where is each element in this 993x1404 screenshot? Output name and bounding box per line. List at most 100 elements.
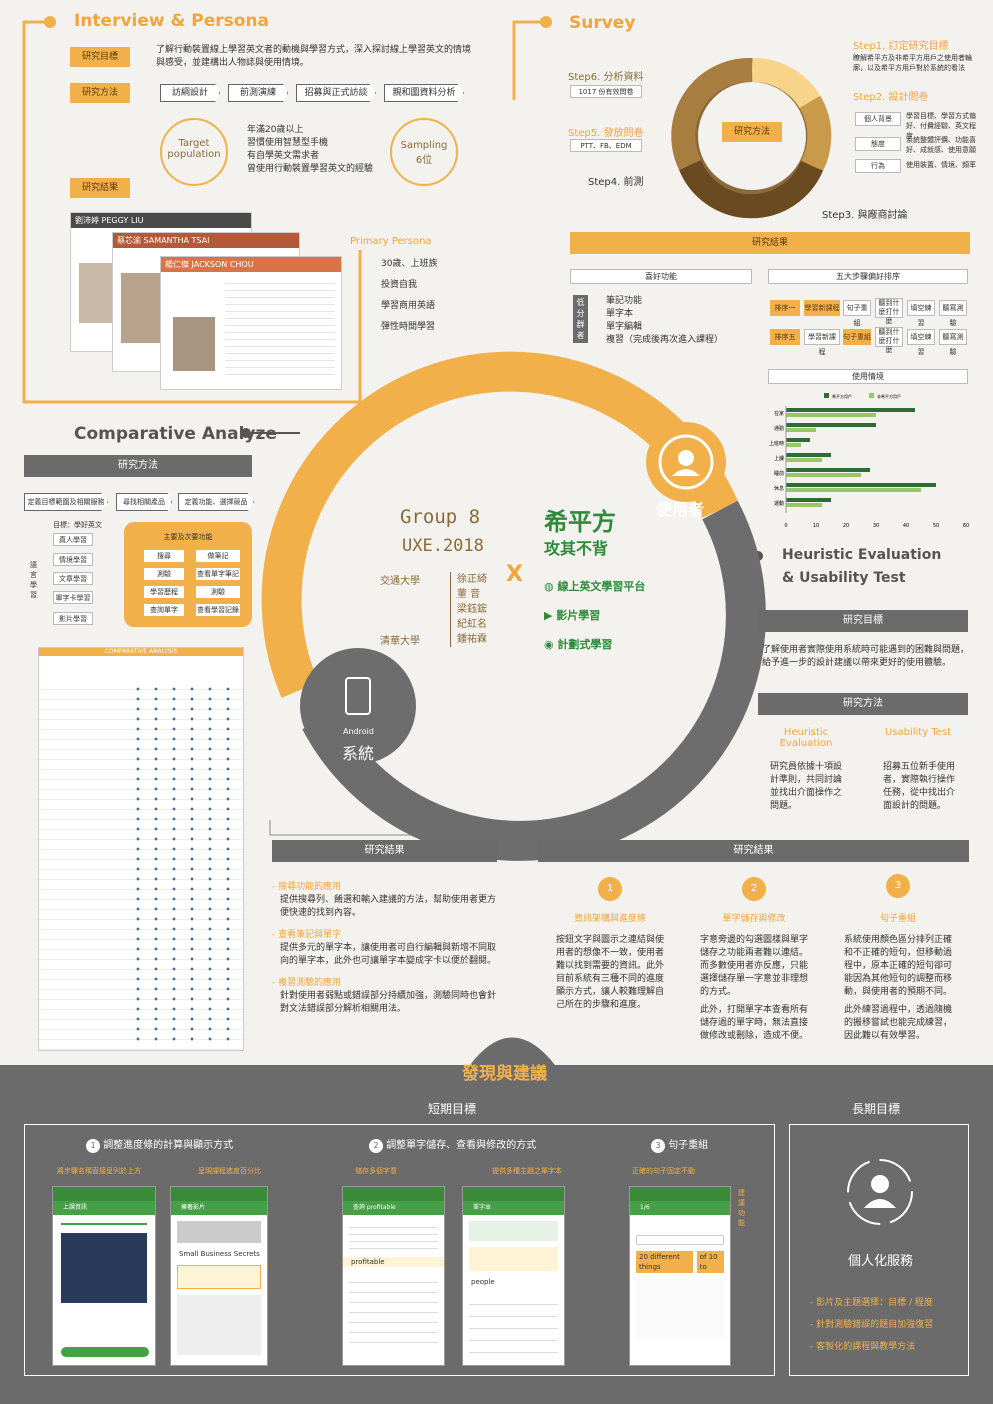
long-title: 個人化服務 (848, 1254, 914, 1269)
bar-1-5 (786, 488, 921, 492)
heuristic-method: 研究方法 (758, 693, 968, 715)
legend-swatch-1 (869, 393, 874, 398)
group-year: UXE.2018 (402, 536, 484, 556)
heuristic-title-1: Heuristic Evaluation (782, 547, 942, 563)
comp-step-1: 定義目標範圍及相關服務 (24, 493, 108, 511)
rank1-item-1: 學習新課程 (804, 300, 840, 316)
interview-method-label: 研究方法 (70, 83, 130, 103)
result-t-3: 系統使用顏色區分排列正確和不正確的短句，但移動過程中，原本正確的短句卻可能因為其… (844, 935, 953, 997)
rank1-item-5: 聽寫測驗 (939, 300, 967, 327)
comp-side: 語言學習 (30, 561, 37, 599)
survey-step4: Step4. 前測 (588, 177, 644, 188)
sampling-circle: Sampling 6位 (390, 118, 458, 186)
bar-0-3 (786, 453, 831, 457)
result-h-1: 資訊架構與進度條 (573, 914, 646, 924)
result-num-3: 3 (886, 874, 910, 898)
note-5: 正確的句子固定不動 (632, 1167, 695, 1175)
heuristic-title-2: & Usability Test (782, 570, 906, 586)
bar-1-0 (786, 413, 876, 417)
result-t-1: 按鈕文字與圖示之連結與使用者的想像不一致，使用者難以找到需要的資訊。此外目前系統… (556, 935, 665, 1010)
interview-result-label: 研究結果 (70, 178, 130, 198)
interview-title: Interview & Persona (74, 11, 270, 31)
comparative-title: Comparative Analyze (74, 424, 277, 444)
bar-0-4 (786, 468, 870, 472)
rank5-item-3: 聽到什麼打什麼 (875, 327, 903, 354)
category-label: 通勤 (774, 425, 784, 432)
interview-step-1: 訪綱設計 (160, 84, 220, 102)
q-item-3-desc: 使用裝置、情境、頻率 (906, 161, 976, 169)
bar-1-4 (786, 473, 861, 477)
comp-step-3: 定義功能、選擇競品 (178, 493, 254, 511)
comp-left-1: 真人學習 (53, 533, 93, 546)
legend-swatch-0 (824, 393, 829, 398)
category-label: 在家 (774, 410, 784, 417)
survey-step3: Step3. 與廠商討論 (822, 210, 908, 221)
system-label: 系統 (342, 744, 375, 763)
results-right-title: 研究結果 (538, 840, 969, 862)
bar-1-2 (786, 443, 801, 447)
note-3: 儲存多個字意 (355, 1167, 397, 1175)
survey-center: 研究方法 (722, 122, 782, 142)
x-tick: 0 (784, 523, 787, 529)
note-4: 提供多種主題之單字本 (492, 1167, 562, 1175)
bar-1-6 (786, 503, 822, 507)
comp-left-2: 情境學習 (53, 553, 93, 566)
rank1-tag: 排序一 (770, 300, 800, 316)
result-num-1: 1 (598, 877, 622, 901)
plan-icon: ◉ (544, 638, 558, 651)
survey-step5: Step5. 發放問卷 (568, 128, 644, 139)
primary-persona-title: Primary Persona (350, 236, 432, 247)
rank1-item-2: 句子重組 (843, 300, 871, 327)
q-item-2-desc: 系統整體評價、功能喜好、成就感、使用意願 (906, 136, 976, 154)
collab-x: X (506, 562, 523, 587)
note-1: 將步驟名稱直接呈列於上方 (57, 1167, 141, 1175)
short-item-1: 1 調整進度條的計算與顯示方式 (86, 1136, 233, 1153)
ut-title: Usability Test (884, 727, 952, 738)
heuristic-goal-text: 了解使用者實際使用系統時可能遇到的困難與問題，給予進一步的設計建議以帶來更好的使… (762, 645, 970, 668)
comp-step-2: 尋找相關產品 (116, 493, 172, 511)
findings-title: 發現與建議 (462, 1064, 547, 1084)
low-group-tag: 低分群者 (573, 295, 588, 343)
school-1: 交通大學 (380, 576, 420, 587)
x-tick: 30 (873, 523, 879, 529)
comparative-table: COMPARATIVE ANALYSIS (38, 647, 244, 1051)
survey-step2: Step2. 設計問卷 (853, 92, 929, 103)
user-label: 使用者 (656, 500, 705, 519)
rank5-tag: 排序五 (770, 329, 800, 345)
side-note: 建議功能 (738, 1189, 745, 1227)
bar-1-1 (786, 428, 816, 432)
survey-step1: Step1. 訂定研究目標 (853, 41, 949, 52)
top5-title: 五大步驟偏好排序 (768, 269, 968, 284)
bar-0-6 (786, 498, 831, 502)
persona-traits: 30歲、上班族 投資自我 學習商用英語 彈性時間學習 (381, 259, 438, 332)
survey-result: 研究結果 (570, 232, 970, 254)
short-item-3: 3 句子重組 (651, 1136, 708, 1153)
result-t2-3: 此外練習過程中，透過隨機的搬移嘗試也能完成練習，因此難以有效學習。 (844, 1005, 953, 1041)
bar-0-1 (786, 423, 876, 427)
result-h-2: 單字儲存與修改 (722, 914, 786, 924)
fav-title: 喜好功能 (570, 269, 752, 284)
interview-step-3: 招募與正式訪談 (296, 84, 376, 102)
brand-slogan: 攻其不背 (544, 539, 609, 558)
fav-items: 筆記功能 單字本 單字編輯 複習（完成後再次進入課程） (606, 296, 724, 345)
he-title: Heuristic Evaluation (779, 727, 833, 749)
category-label: 運動 (774, 500, 784, 507)
interview-step-4: 親和圖資料分析 (384, 84, 464, 102)
phone-1: 上課資訊 (52, 1186, 156, 1366)
result-t2-2: 此外，打開單字本查看所有儲存過的單字時，無法直接做修改或刪除，造成不便。 (700, 1005, 809, 1041)
rank5-item-2: 句子重組 (843, 329, 871, 345)
rank1-item-3: 聽到什麼打什麼 (875, 298, 903, 325)
brand-name: 希平方 (544, 508, 616, 536)
bar-1-3 (786, 458, 822, 462)
interview-step-2: 前測演練 (228, 84, 288, 102)
comparative-method: 研究方法 (24, 455, 252, 477)
long-items: - 影片及主題選擇：目標 / 程度 - 針對測驗錯誤的題目加強復習 - 客製化的課程… (810, 1298, 934, 1352)
survey-step6-val: 1017 份有效問卷 (570, 85, 642, 98)
phone-3: 查詢 profitable profitable (342, 1186, 445, 1366)
category-label: 睡前 (774, 470, 784, 477)
interview-goal-label: 研究目標 (70, 47, 130, 67)
legend-label-1: 非希平方用戶 (877, 393, 901, 399)
short-term-frame (24, 1124, 775, 1376)
rank5-item-4: 填空練習 (907, 329, 935, 356)
